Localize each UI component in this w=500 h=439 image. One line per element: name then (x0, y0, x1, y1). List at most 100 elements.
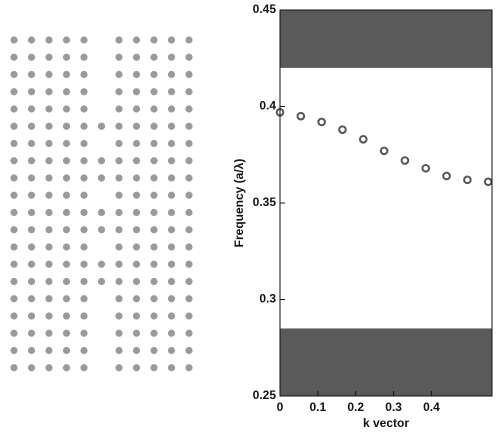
lattice-rod (62, 364, 71, 372)
lattice-rod (132, 346, 141, 355)
lattice-rod (115, 88, 123, 96)
lattice-rod (10, 260, 18, 268)
lattice-rod (115, 157, 123, 165)
lattice-rod (185, 260, 193, 268)
lattice-rod (185, 122, 193, 130)
lattice-rod (132, 364, 141, 372)
lattice-rod (115, 53, 123, 61)
data-point (296, 111, 306, 121)
lattice-rod (150, 226, 158, 234)
lattice-rod (62, 226, 71, 234)
y-tick-label: 0.4 (259, 99, 276, 113)
lattice-rod (97, 260, 106, 268)
lattice-rod (132, 36, 141, 44)
lattice-rod (10, 243, 18, 251)
lattice-rod (27, 312, 36, 320)
lattice-rod (150, 295, 158, 303)
lattice-rod (132, 105, 141, 113)
lattice-rod (132, 88, 141, 96)
lattice-rod (115, 208, 123, 217)
x-tick-label: 0.2 (347, 400, 364, 414)
lattice-rod (167, 139, 176, 148)
lattice-rod (80, 243, 88, 251)
lattice-rod (185, 243, 193, 251)
lattice-rod (185, 70, 193, 79)
lattice-rod (150, 208, 158, 217)
lattice-rod (45, 191, 53, 199)
lattice-rod (10, 157, 18, 165)
lattice-rod (185, 329, 193, 337)
lattice-rod (115, 70, 123, 79)
lattice-rod (80, 277, 88, 286)
lattice-rod (132, 174, 141, 182)
lattice-rod (132, 139, 141, 148)
data-point (400, 156, 410, 165)
data-point (442, 171, 451, 181)
lattice-rod (115, 226, 123, 234)
lattice-rod (115, 295, 123, 303)
lattice-rod (97, 226, 106, 234)
lattice-rod (167, 105, 176, 113)
lattice-rod (167, 295, 176, 303)
lattice-rod (185, 364, 193, 372)
lattice-rod (80, 191, 88, 199)
lattice-rod (27, 36, 36, 44)
lattice-rod (80, 364, 88, 372)
y-tick-label: 0.25 (253, 388, 277, 402)
lattice-rod (10, 70, 18, 79)
lattice-rod (27, 364, 36, 372)
lattice-rod (10, 105, 18, 113)
lattice-rod (97, 277, 106, 286)
lattice-rod (150, 36, 158, 44)
x-axis-label: k vector (363, 416, 409, 430)
x-tick-label: 0.4 (423, 400, 440, 414)
lattice-rod (62, 105, 71, 113)
lattice-rod (115, 364, 123, 372)
lattice-rod (62, 243, 71, 251)
lattice-rod (185, 226, 193, 234)
y-tick-label: 0.3 (259, 292, 276, 306)
plot-frame (279, 9, 493, 397)
lattice-rod (62, 295, 71, 303)
lattice-rod (27, 243, 36, 251)
y-tick-label: 0.35 (253, 195, 277, 209)
lattice-rod (185, 174, 193, 182)
lattice-rod (62, 329, 71, 337)
lattice-rod (45, 346, 53, 355)
band-region (280, 328, 492, 396)
lattice-rod (132, 277, 141, 286)
lattice-rod (80, 312, 88, 320)
lattice-rod (45, 364, 53, 372)
lattice-rod (62, 277, 71, 286)
lattice-rod (132, 260, 141, 268)
lattice-rod (150, 174, 158, 182)
lattice-rod (80, 208, 88, 217)
x-tick-label: 0 (277, 400, 284, 414)
lattice-rod (62, 260, 71, 268)
lattice-rod (167, 157, 176, 165)
lattice-rod (10, 329, 18, 337)
lattice-rod (62, 53, 71, 61)
lattice-rod (62, 208, 71, 217)
lattice-rod (45, 53, 53, 61)
lattice-rod (115, 105, 123, 113)
lattice-rod (27, 346, 36, 355)
lattice-rod (185, 191, 193, 199)
lattice-rod (150, 191, 158, 199)
lattice-rod (27, 329, 36, 337)
lattice-rod (10, 88, 18, 96)
lattice-rod (45, 174, 53, 182)
lattice-rod (185, 157, 193, 165)
lattice-rod (27, 53, 36, 61)
lattice-rod (167, 88, 176, 96)
lattice-rod (62, 70, 71, 79)
lattice-rod (80, 329, 88, 337)
lattice-rod (80, 53, 88, 61)
lattice-rod (10, 122, 18, 130)
x-tick-label: 0.3 (385, 400, 402, 414)
lattice-rod (27, 88, 36, 96)
lattice-rod (167, 277, 176, 286)
lattice-rod (150, 105, 158, 113)
lattice-rod (10, 208, 18, 217)
